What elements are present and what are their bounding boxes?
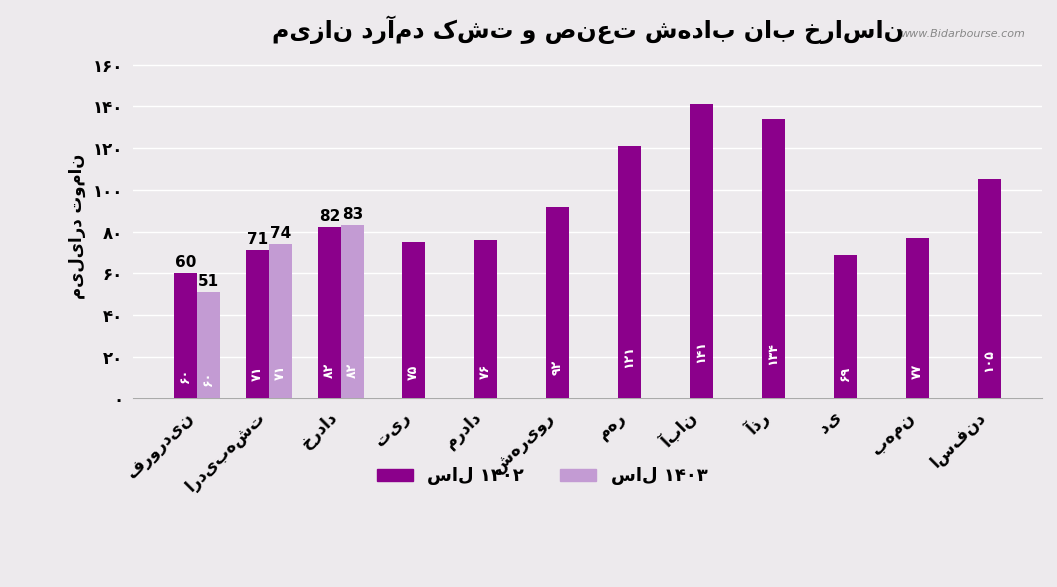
Text: ۱۲۱: ۱۲۱	[623, 345, 635, 368]
Text: 60: 60	[175, 255, 197, 270]
Text: ۶۰: ۶۰	[180, 368, 192, 383]
Text: 71: 71	[247, 232, 268, 247]
Bar	[318, 227, 341, 399]
Bar	[341, 225, 365, 399]
Y-axis label: میلیارد تومان: میلیارد تومان	[68, 154, 86, 299]
Text: ۷۱: ۷۱	[274, 365, 288, 380]
Text: www.Bidarbourse.com: www.Bidarbourse.com	[901, 29, 1025, 39]
Bar	[617, 146, 641, 399]
Bar	[689, 104, 712, 399]
Bar	[978, 180, 1001, 399]
Text: ۱۰۵: ۱۰۵	[983, 349, 996, 372]
Bar	[402, 242, 425, 399]
Bar	[545, 207, 569, 399]
Text: ۱۴۱: ۱۴۱	[694, 340, 708, 363]
Text: ۷۵: ۷۵	[407, 365, 420, 380]
Text: ۷۶: ۷۶	[479, 364, 492, 379]
Text: 51: 51	[199, 274, 220, 289]
Title: میزان درآمد کشت و صنعت شهداب ناب خراسان: میزان درآمد کشت و صنعت شهداب ناب خراسان	[272, 15, 904, 43]
Text: 74: 74	[271, 226, 292, 241]
Text: ۶۹: ۶۹	[838, 366, 852, 381]
Bar	[834, 255, 856, 399]
Text: ۹۲: ۹۲	[551, 360, 563, 376]
Text: ۱۳۴: ۱۳۴	[766, 342, 780, 365]
Text: ۸۲: ۸۲	[323, 363, 336, 378]
Bar	[198, 292, 220, 399]
Text: ۷۷: ۷۷	[911, 364, 924, 379]
Bar	[270, 244, 293, 399]
Text: 82: 82	[319, 209, 340, 224]
Bar	[762, 119, 784, 399]
Text: ۶۰: ۶۰	[202, 370, 216, 386]
Text: ۷۱: ۷۱	[252, 366, 264, 381]
Text: 83: 83	[342, 207, 364, 222]
Legend: سال ۱۴۰۲, سال ۱۴۰۳: سال ۱۴۰۲, سال ۱۴۰۳	[369, 460, 715, 492]
Bar	[474, 240, 497, 399]
Bar	[174, 274, 198, 399]
Bar	[906, 238, 929, 399]
Text: ۸۲: ۸۲	[347, 362, 359, 377]
Bar	[246, 250, 270, 399]
